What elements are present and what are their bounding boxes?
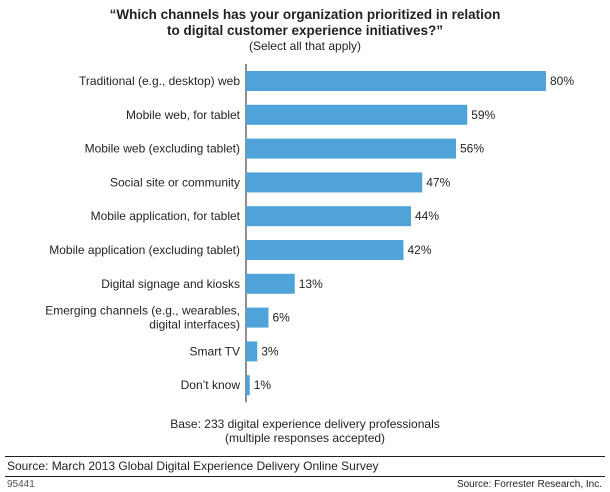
bar-chart: Traditional (e.g., desktop) web 80% Mobile… bbox=[45, 64, 574, 403]
data-label: 13% bbox=[299, 277, 323, 291]
divider bbox=[5, 476, 605, 477]
data-label: 1% bbox=[254, 378, 272, 392]
bar bbox=[246, 307, 269, 328]
bar bbox=[246, 138, 456, 159]
category-label: Digital signage and kiosks bbox=[101, 277, 240, 291]
bar bbox=[246, 375, 250, 396]
data-label: 6% bbox=[273, 311, 291, 325]
category-label: Mobile web, for tablet bbox=[126, 108, 241, 122]
data-label: 3% bbox=[261, 344, 279, 358]
chart-title-line-1: “Which channels has your organization pr… bbox=[109, 7, 501, 22]
data-label: 42% bbox=[408, 243, 432, 257]
divider bbox=[5, 456, 605, 457]
category-label: Mobile web (excluding tablet) bbox=[85, 142, 240, 156]
data-label: 80% bbox=[550, 74, 574, 88]
category-label: Mobile application, for tablet bbox=[91, 209, 241, 223]
category-label: Mobile application (excluding tablet) bbox=[49, 243, 240, 257]
category-label: Smart TV bbox=[190, 344, 240, 358]
bar bbox=[246, 206, 411, 227]
figure-code: 95441 bbox=[7, 479, 35, 490]
bar bbox=[246, 104, 468, 125]
category-label: Traditional (e.g., desktop) web bbox=[79, 74, 240, 88]
data-label: 44% bbox=[415, 209, 439, 223]
bar bbox=[246, 341, 258, 362]
bar bbox=[246, 172, 423, 193]
base-note-line-1: Base: 233 digital experience delivery pr… bbox=[170, 417, 440, 431]
category-label: Don’t know bbox=[181, 378, 241, 392]
chart-subtitle: (Select all that apply) bbox=[248, 39, 362, 53]
data-label: 59% bbox=[471, 108, 495, 122]
survey-source: Source: March 2013 Global Digital Experi… bbox=[7, 459, 379, 473]
bar bbox=[246, 273, 295, 294]
category-label: Emerging channels (e.g., wearables, digit… bbox=[45, 304, 240, 332]
chart-title-line-2: to digital customer experience initiativ… bbox=[166, 23, 444, 38]
bar bbox=[246, 71, 546, 91]
data-label: 47% bbox=[426, 175, 450, 189]
base-note-line-2: (multiple responses accepted) bbox=[224, 431, 386, 445]
publisher-source: Source: Forrester Research, Inc. bbox=[456, 479, 602, 490]
bar bbox=[246, 240, 404, 260]
data-label: 56% bbox=[460, 142, 484, 156]
category-label: Social site or community bbox=[110, 175, 240, 189]
